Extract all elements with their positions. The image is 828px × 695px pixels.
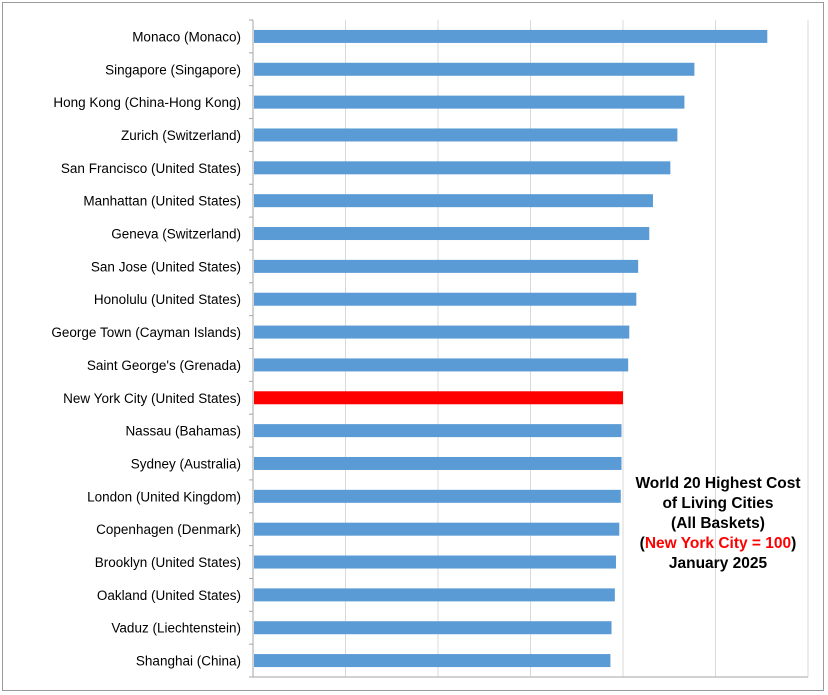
category-label: Nassau (Bahamas): [125, 424, 241, 439]
category-label: Shanghai (China): [136, 654, 241, 669]
title-paren-open: (: [639, 535, 645, 552]
bar: [254, 489, 621, 503]
category-label: Geneva (Switzerland): [111, 227, 241, 242]
bar: [254, 621, 612, 635]
category-label: George Town (Cayman Islands): [51, 325, 241, 340]
bar: [254, 194, 653, 208]
bar: [254, 128, 678, 142]
title-line-2: of Living Cities: [662, 495, 774, 512]
category-label: Manhattan (United States): [83, 194, 241, 209]
category-label: San Francisco (United States): [61, 161, 241, 176]
bar: [254, 522, 620, 536]
title-line-1: World 20 Highest Cost: [635, 475, 801, 492]
bar: [254, 358, 629, 372]
category-label: Sydney (Australia): [131, 456, 241, 471]
bar: [254, 227, 650, 241]
bar: [254, 456, 622, 470]
category-label: Singapore (Singapore): [105, 62, 241, 77]
bar: [254, 424, 622, 438]
bar-highlight: [254, 391, 623, 405]
bar: [254, 292, 637, 306]
title-line-3: (All Baskets): [671, 515, 765, 532]
bar: [254, 325, 630, 339]
bar: [254, 588, 615, 602]
title-paren-close: ): [791, 535, 797, 552]
category-label: London (United Kingdom): [87, 489, 241, 504]
title-highlight: New York City = 100: [644, 535, 792, 552]
category-label: Hong Kong (China-Hong Kong): [53, 95, 241, 110]
bar: [254, 654, 611, 668]
bar: [254, 161, 671, 175]
category-label: Vaduz (Liechtenstein): [111, 621, 241, 636]
category-label: Saint George's (Grenada): [87, 358, 241, 373]
bar: [254, 29, 768, 43]
category-label: New York City (United States): [63, 391, 241, 406]
title-line-4: (New York City = 100): [612, 534, 824, 554]
chart-title-box: World 20 Highest Cost of Living Cities (…: [612, 474, 824, 574]
category-label: Monaco (Monaco): [132, 29, 241, 44]
bar: [254, 95, 685, 109]
category-label: Oakland (United States): [97, 588, 241, 603]
bar: [254, 62, 695, 76]
title-line-5: January 2025: [668, 555, 768, 572]
category-label: San Jose (United States): [91, 259, 241, 274]
bar: [254, 259, 639, 273]
bar: [254, 555, 616, 569]
category-label: Honolulu (United States): [94, 292, 241, 307]
category-label: Zurich (Switzerland): [121, 128, 241, 143]
category-label: Copenhagen (Denmark): [96, 522, 241, 537]
category-label: Brooklyn (United States): [95, 555, 241, 570]
